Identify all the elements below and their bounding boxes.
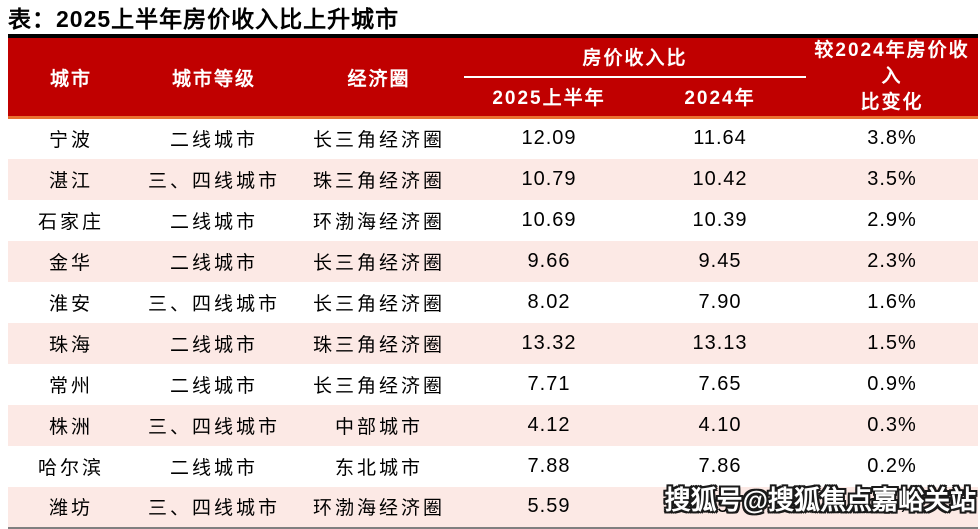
table-row: 湛江 三、四线城市 珠三角经济圈 10.79 10.42 3.5%: [8, 158, 979, 200]
header-row-top: 城市 城市等级 经济圈 房价收入比 较2024年房价收入 比变化: [8, 36, 979, 118]
cell-circle: 东北城市: [294, 445, 464, 487]
header-change-line1: 较2024年房价收入: [814, 40, 970, 87]
cell-city: 潍坊: [8, 486, 134, 529]
cell-circle: 长三角经济圈: [294, 116, 464, 159]
cell-circle: 中部城市: [294, 404, 464, 446]
cell-city: 株洲: [8, 404, 134, 446]
cell-city: 哈尔滨: [8, 445, 134, 487]
cell-ratio-2025h1: 7.71: [464, 363, 634, 405]
table-row: 宁波 二线城市 长三角经济圈 12.09 11.64 3.8%: [8, 116, 979, 159]
table-row: 珠海 二线城市 珠三角经济圈 13.32 13.13 1.5%: [8, 322, 979, 364]
cell-ratio-2024: 4.10: [634, 404, 807, 446]
cell-city: 金华: [8, 240, 134, 282]
cell-city: 宁波: [8, 116, 134, 159]
table-row: 哈尔滨 二线城市 东北城市 7.88 7.86 0.2%: [8, 445, 979, 487]
header-2025h1: 2025上半年: [464, 76, 634, 118]
table-header: 城市 城市等级 经济圈 房价收入比 较2024年房价收入 比变化 2025上半年…: [8, 36, 979, 118]
cell-circle: 环渤海经济圈: [294, 199, 464, 241]
table-body: 宁波 二线城市 长三角经济圈 12.09 11.64 3.8% 湛江 三、四线城…: [8, 116, 979, 529]
cell-ratio-2024: 7.65: [634, 363, 807, 405]
header-2024: 2024年: [634, 76, 807, 118]
cell-tier: 二线城市: [134, 116, 294, 159]
cell-ratio-2025h1: 8.02: [464, 281, 634, 323]
cell-ratio-2024: 13.13: [634, 322, 807, 364]
header-change: 较2024年房价收入 比变化: [806, 36, 979, 118]
cell-tier: 二线城市: [134, 199, 294, 241]
cell-tier: 二线城市: [134, 322, 294, 364]
cell-ratio-2024: 10.39: [634, 199, 807, 241]
cell-ratio-2025h1: 9.66: [464, 240, 634, 282]
header-row-sub: 2025上半年 2024年: [8, 76, 978, 118]
header-change-line2: 比变化: [860, 92, 924, 113]
table-row: 常州 二线城市 长三角经济圈 7.71 7.65 0.9%: [8, 363, 979, 405]
cell-tier: 二线城市: [134, 445, 294, 487]
table-row: 淮安 三、四线城市 长三角经济圈 8.02 7.90 1.6%: [8, 281, 979, 323]
cell-tier: 三、四线城市: [134, 404, 294, 446]
cell-ratio-2024: 9.45: [634, 240, 807, 282]
cell-city: 珠海: [8, 322, 134, 364]
table-row: 株洲 三、四线城市 中部城市 4.12 4.10 0.3%: [8, 404, 979, 446]
cell-city: 淮安: [8, 281, 134, 323]
cell-change: 2.9%: [806, 199, 979, 241]
cell-change: 2.3%: [806, 240, 979, 282]
cell-ratio-2025h1: 7.88: [464, 445, 634, 487]
cell-tier: 三、四线城市: [134, 158, 294, 200]
cell-circle: 长三角经济圈: [294, 281, 464, 323]
cell-circle: 珠三角经济圈: [294, 322, 464, 364]
cell-ratio-2024: 11.64: [634, 116, 807, 159]
cell-ratio-2025h1: 5.59: [464, 486, 634, 529]
cell-ratio-2024: 7.86: [634, 445, 807, 487]
cell-circle: 珠三角经济圈: [294, 158, 464, 200]
header-ratio-group: 房价收入比: [464, 36, 807, 78]
cell-ratio-2025h1: 4.12: [464, 404, 634, 446]
header-circle: 经济圈: [294, 36, 464, 118]
cell-tier: 三、四线城市: [134, 486, 294, 529]
cell-ratio-2025h1: 13.32: [464, 322, 634, 364]
cell-change: 1.5%: [806, 322, 979, 364]
cell-ratio-2024: 10.42: [634, 158, 807, 200]
table-row: 金华 二线城市 长三角经济圈 9.66 9.45 2.3%: [8, 240, 979, 282]
figure-title: 表：2025上半年房价收入比上升城市: [8, 6, 400, 32]
cell-city: 石家庄: [8, 199, 134, 241]
cell-city: 湛江: [8, 158, 134, 200]
header-city: 城市: [8, 36, 134, 118]
cell-circle: 环渤海经济圈: [294, 486, 464, 529]
house-price-income-ratio-table: 城市 城市等级 经济圈 房价收入比 较2024年房价收入 比变化 2025上半年…: [8, 34, 979, 529]
table-row: 石家庄 二线城市 环渤海经济圈 10.69 10.39 2.9%: [8, 199, 979, 241]
cell-ratio-2025h1: 10.79: [464, 158, 634, 200]
cell-change: 0.2%: [806, 445, 979, 487]
cell-change: 1.6%: [806, 281, 979, 323]
cell-circle: 长三角经济圈: [294, 363, 464, 405]
cell-tier: 二线城市: [134, 363, 294, 405]
cell-ratio-2025h1: 10.69: [464, 199, 634, 241]
cell-circle: 长三角经济圈: [294, 240, 464, 282]
cell-city: 常州: [8, 363, 134, 405]
cell-change: 3.8%: [806, 116, 979, 159]
cell-change: 0.3%: [806, 404, 979, 446]
cell-ratio-2024: 7.90: [634, 281, 807, 323]
cell-tier: 二线城市: [134, 240, 294, 282]
cell-change: 3.5%: [806, 158, 979, 200]
header-tier: 城市等级: [134, 36, 294, 118]
cell-change: 0.9%: [806, 363, 979, 405]
sohu-watermark: 搜狐号@搜狐焦点嘉峪关站: [664, 485, 976, 515]
cell-tier: 三、四线城市: [134, 281, 294, 323]
cell-ratio-2025h1: 12.09: [464, 116, 634, 159]
